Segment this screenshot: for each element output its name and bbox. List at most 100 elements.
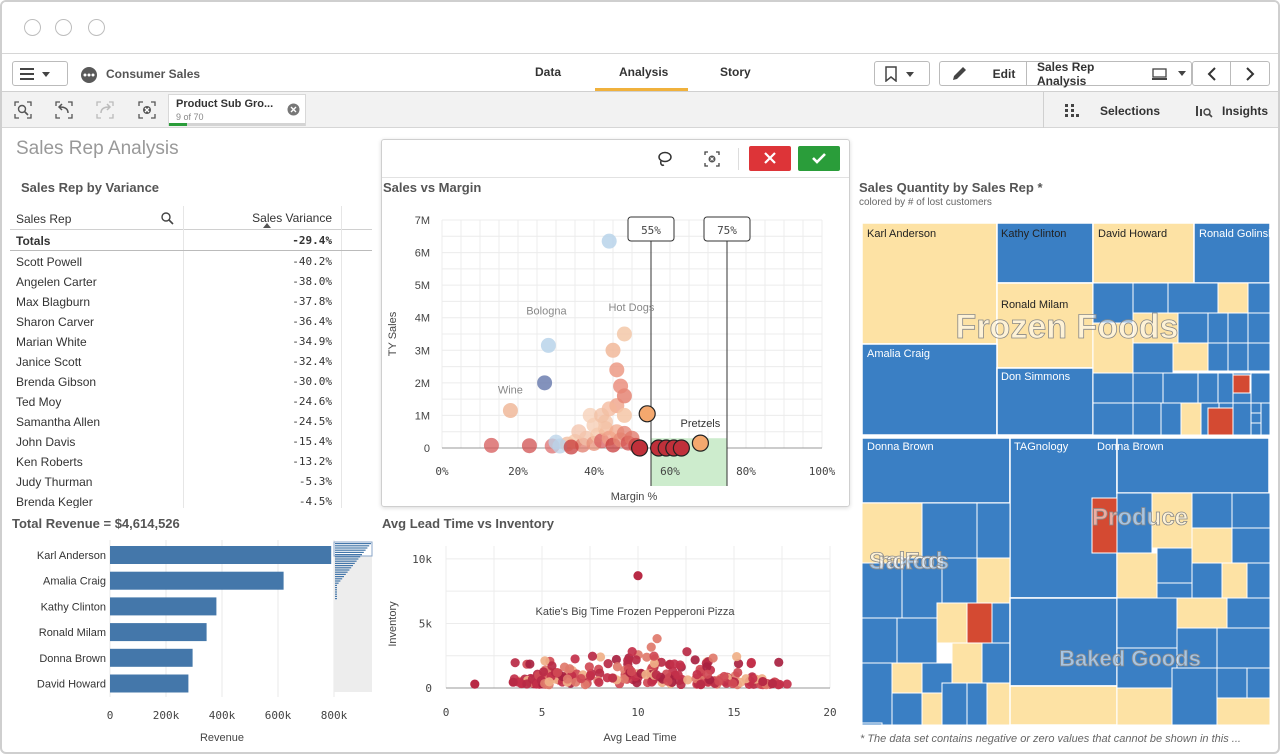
treemap-cell[interactable] xyxy=(936,602,968,644)
treemap-cell[interactable] xyxy=(1232,374,1251,394)
treemap-cell[interactable] xyxy=(1250,422,1262,436)
table-row[interactable]: Judy Thurman -5.3% xyxy=(10,472,372,492)
chip-clear-icon[interactable] xyxy=(287,103,300,116)
lead-time-chart[interactable]: 0 5 10 15 20 0 5k 10k Avg Lead Time Inventory Kati… xyxy=(380,538,846,750)
scatter-point[interactable] xyxy=(646,642,656,652)
treemap-cell[interactable] xyxy=(1216,667,1248,699)
scatter-point[interactable] xyxy=(691,434,709,452)
treemap-cell[interactable] xyxy=(1132,342,1174,374)
sales-vs-margin-chart[interactable]: 0 1M 2M 3M 4M 5M 6M 7M 0% 20% 40% 60% 80% 100% Margin … xyxy=(382,198,848,506)
treemap-cell[interactable] xyxy=(1216,697,1270,725)
table-row[interactable]: John Davis -15.4% xyxy=(10,432,372,452)
table-row[interactable]: Samantha Allen -24.5% xyxy=(10,412,372,432)
treemap-cell[interactable] xyxy=(896,617,938,664)
treemap-cell[interactable] xyxy=(1191,562,1223,599)
scatter-point[interactable] xyxy=(595,668,605,678)
treemap-cell[interactable] xyxy=(862,722,883,725)
scatter-point[interactable] xyxy=(690,655,700,665)
lasso-icon[interactable] xyxy=(656,150,674,168)
scatter-point[interactable] xyxy=(571,424,587,440)
treemap-cell[interactable] xyxy=(1116,597,1178,649)
treemap-cell[interactable] xyxy=(941,682,968,725)
edit-button[interactable]: Edit xyxy=(939,61,1026,86)
treemap-cell[interactable] xyxy=(951,642,983,684)
treemap-cell[interactable] xyxy=(1132,402,1162,436)
treemap-cell[interactable] xyxy=(1227,342,1249,372)
treemap-cell[interactable] xyxy=(1176,597,1228,629)
treemap-cell[interactable] xyxy=(1231,492,1270,529)
tab-story[interactable]: Story xyxy=(720,65,751,79)
scatter-point[interactable] xyxy=(612,662,623,672)
treemap-cell[interactable] xyxy=(921,692,943,725)
reference-line-label-box[interactable] xyxy=(703,216,751,242)
treemap-cell[interactable] xyxy=(1116,687,1173,725)
table-row[interactable]: Ken Roberts -13.2% xyxy=(10,452,372,472)
scatter-point[interactable] xyxy=(656,657,666,667)
scatter-point[interactable] xyxy=(552,667,563,678)
scatter-point[interactable] xyxy=(672,439,690,457)
menu-button[interactable] xyxy=(12,61,68,86)
revenue-bar[interactable] xyxy=(110,623,207,642)
scatter-point[interactable] xyxy=(652,634,662,644)
scatter-point[interactable] xyxy=(508,677,518,687)
window-close-dot[interactable] xyxy=(24,19,41,36)
scatter-point[interactable] xyxy=(601,233,617,249)
treemap-cell[interactable] xyxy=(966,602,993,644)
scatter-point[interactable] xyxy=(627,647,637,657)
scatter-point[interactable] xyxy=(544,677,554,687)
treemap-cell[interactable] xyxy=(862,343,998,436)
treemap-cell[interactable] xyxy=(1009,597,1118,687)
scatter-point[interactable] xyxy=(641,670,651,680)
treemap-cell[interactable] xyxy=(1180,402,1202,436)
scatter-point[interactable] xyxy=(603,659,613,669)
treemap-cell[interactable] xyxy=(1232,402,1252,436)
treemap-cell[interactable] xyxy=(1116,492,1153,554)
treemap-cell[interactable] xyxy=(1151,492,1193,549)
treemap-cell[interactable] xyxy=(862,562,903,619)
treemap-cell[interactable] xyxy=(1207,407,1234,436)
scatter-point[interactable] xyxy=(576,673,586,684)
scatter-point[interactable] xyxy=(714,676,724,686)
treemap-cell[interactable] xyxy=(1009,685,1118,725)
scatter-point[interactable] xyxy=(540,656,550,666)
treemap-cell[interactable] xyxy=(1216,627,1270,669)
scatter-point[interactable] xyxy=(616,407,632,423)
treemap-cell[interactable] xyxy=(1177,312,1209,344)
scatter-point[interactable] xyxy=(669,659,680,669)
treemap-cell[interactable] xyxy=(1167,282,1219,314)
treemap-cell[interactable] xyxy=(996,367,1094,436)
treemap-cell[interactable] xyxy=(1246,667,1270,699)
treemap-cell[interactable] xyxy=(862,662,893,725)
previous-sheet-button[interactable] xyxy=(1192,61,1231,86)
treemap-cell[interactable] xyxy=(941,557,978,604)
clear-selection-icon[interactable] xyxy=(703,150,721,168)
revenue-bar[interactable] xyxy=(110,597,217,616)
treemap-cell[interactable] xyxy=(1156,582,1193,599)
scatter-point[interactable] xyxy=(651,670,661,680)
treemap-cell[interactable] xyxy=(1247,312,1270,344)
treemap-cell[interactable] xyxy=(1162,372,1199,409)
cancel-selection-button[interactable] xyxy=(749,146,791,171)
scatter-point[interactable] xyxy=(631,655,641,665)
scatter-point[interactable] xyxy=(540,337,556,353)
scatter-point[interactable] xyxy=(758,676,768,687)
revenue-bar[interactable] xyxy=(110,571,284,590)
treemap-cell[interactable] xyxy=(1207,342,1229,372)
scatter-point[interactable] xyxy=(563,439,579,455)
scatter-point[interactable] xyxy=(619,674,629,684)
treemap-cell[interactable] xyxy=(981,642,1011,684)
table-row[interactable]: Scott Powell -40.2% xyxy=(10,252,372,272)
scatter-point[interactable] xyxy=(565,664,575,674)
tab-data[interactable]: Data xyxy=(535,65,562,79)
table-row[interactable]: Marian White -34.9% xyxy=(10,332,372,352)
tab-analysis[interactable]: Analysis xyxy=(619,65,669,79)
table-row[interactable]: Janice Scott -32.4% xyxy=(10,352,372,372)
clear-selections-icon[interactable] xyxy=(137,100,157,120)
scatter-point[interactable] xyxy=(594,677,604,688)
selections-button[interactable]: Selections xyxy=(1064,102,1160,120)
insights-button[interactable]: Insights xyxy=(1195,102,1268,120)
scatter-point[interactable] xyxy=(767,678,777,689)
scatter-point[interactable] xyxy=(702,662,712,672)
scatter-point[interactable] xyxy=(510,658,520,668)
scatter-point[interactable] xyxy=(696,679,706,689)
